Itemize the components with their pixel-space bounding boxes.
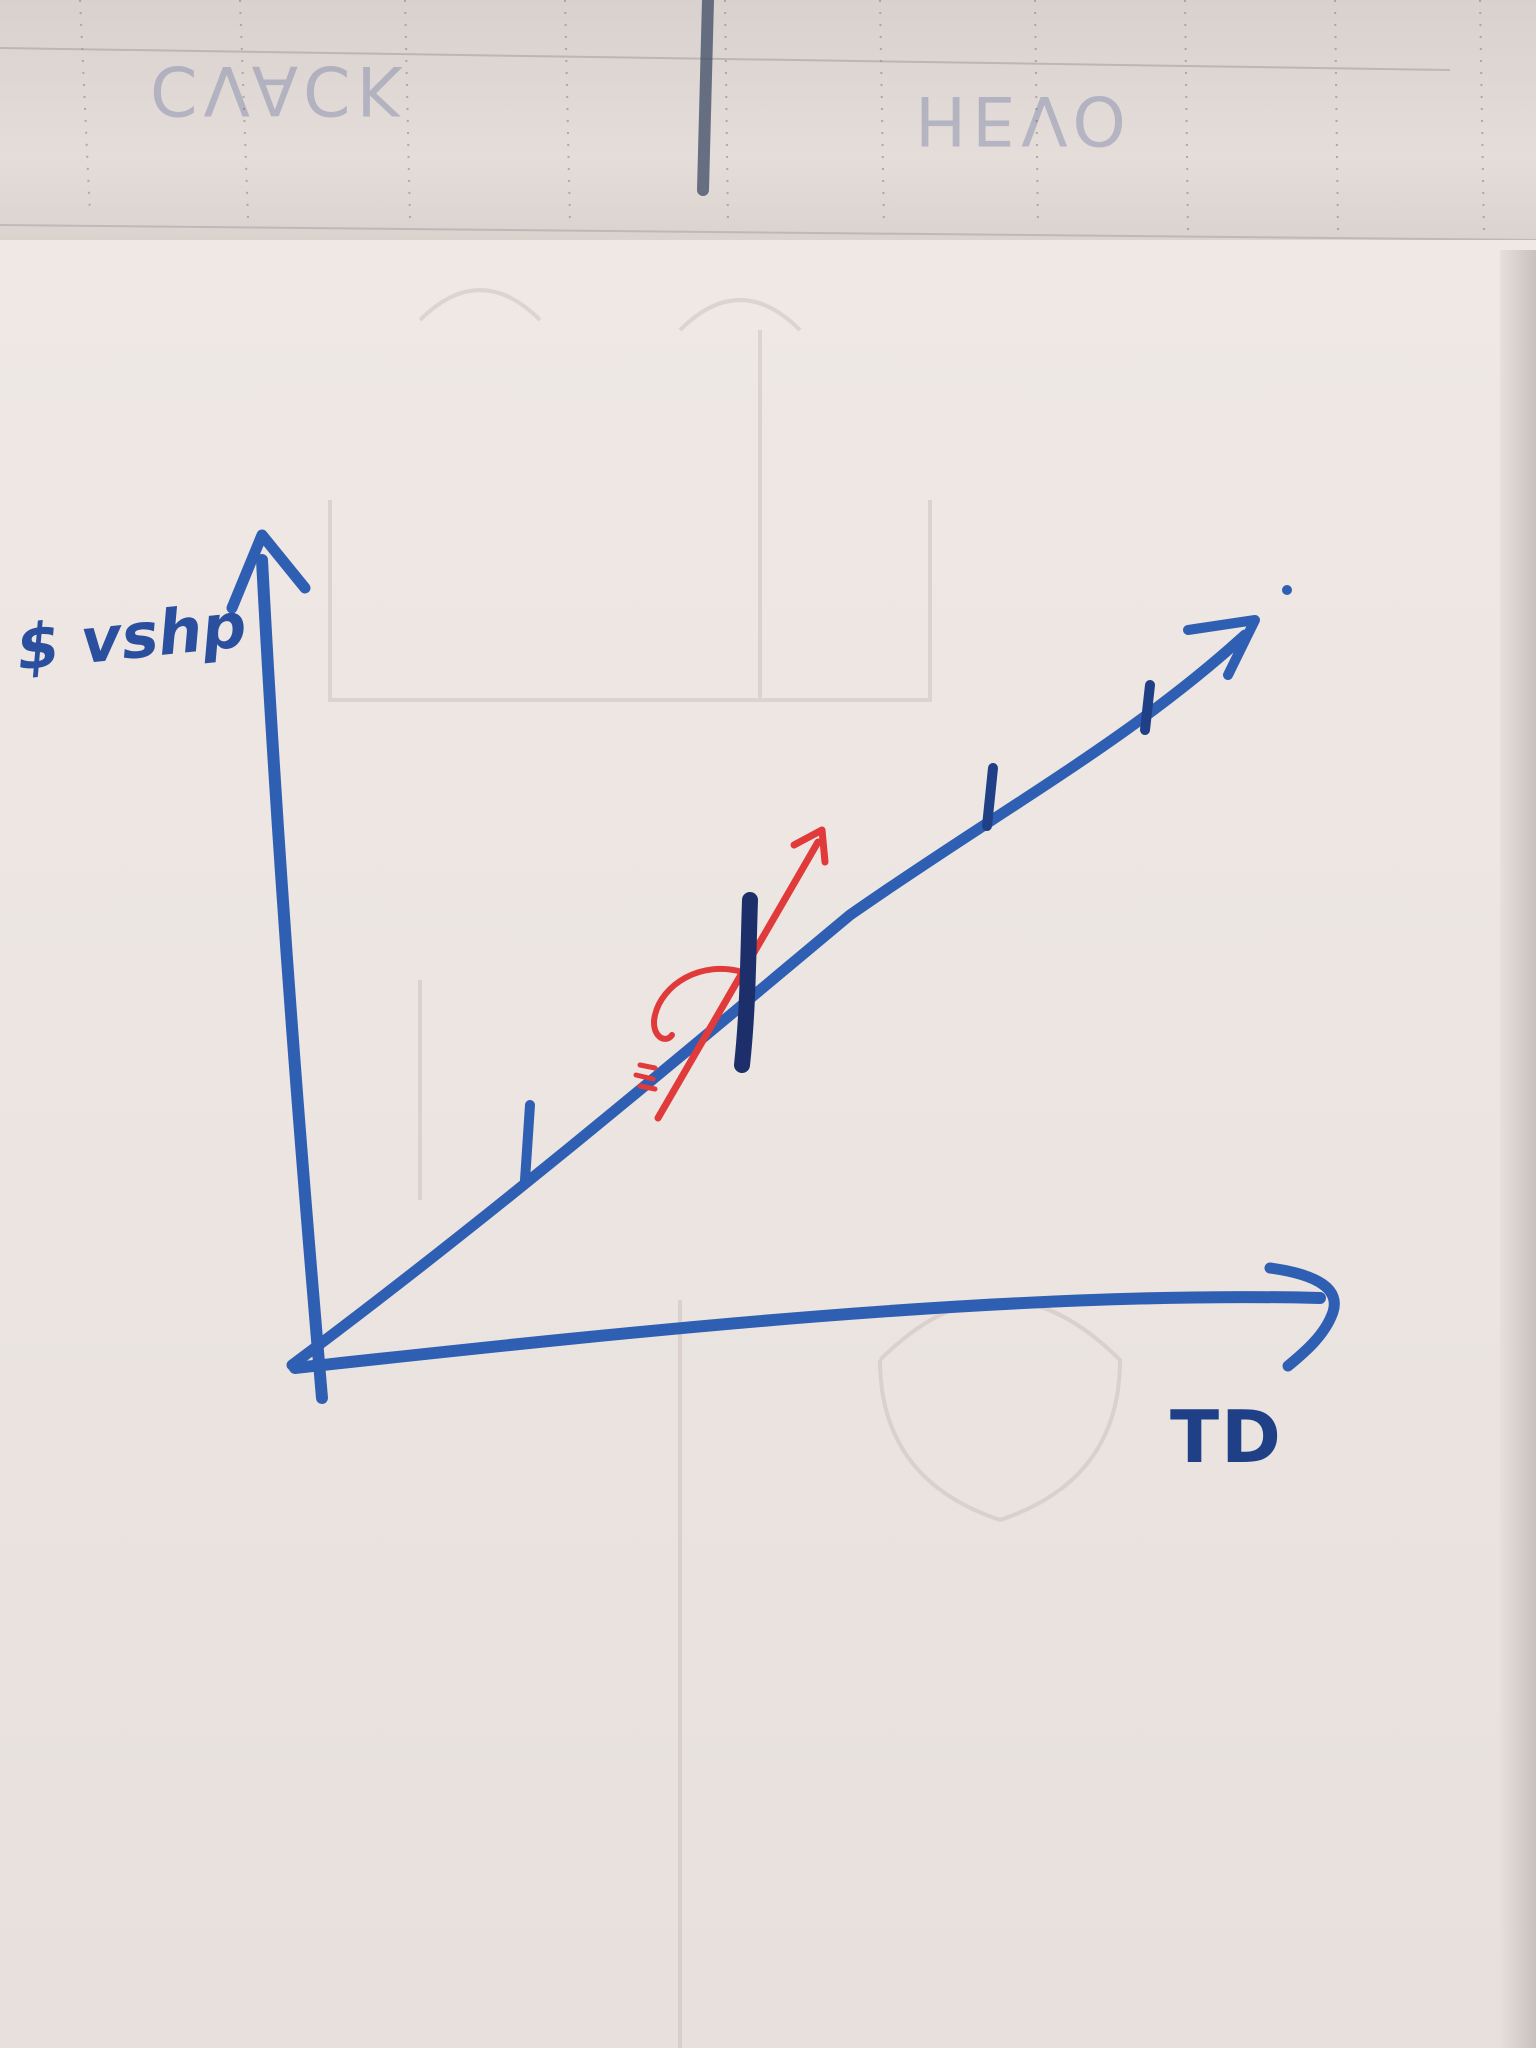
x-axis-arrowhead [1264, 1262, 1340, 1372]
diagonal-arrowhead [1183, 615, 1260, 680]
red-angle-arc [651, 965, 745, 1042]
paper-edge-shadow [1500, 250, 1536, 2048]
tick-mark-4 [1140, 680, 1155, 735]
grid-lines [0, 0, 1536, 241]
red-tangent-line [654, 838, 822, 1122]
tick-mark-3 [982, 763, 998, 831]
x-axis-label: TD [1170, 1395, 1283, 1479]
red-tangent-arrowhead [790, 826, 829, 866]
top-flipchart-sheet: CVACK HEVO [0, 0, 1536, 262]
red-hatch-marks [633, 1062, 658, 1092]
faint-background-sketches [328, 288, 1123, 2048]
tangent-point-marker [734, 892, 758, 1073]
tick-mark-1 [520, 1100, 535, 1185]
y-axis-arrowhead [226, 529, 311, 614]
y-axis-line [256, 554, 328, 1404]
diagonal-trend-line [286, 629, 1251, 1371]
small-dot [1282, 585, 1292, 595]
x-axis-line [289, 1291, 1326, 1374]
